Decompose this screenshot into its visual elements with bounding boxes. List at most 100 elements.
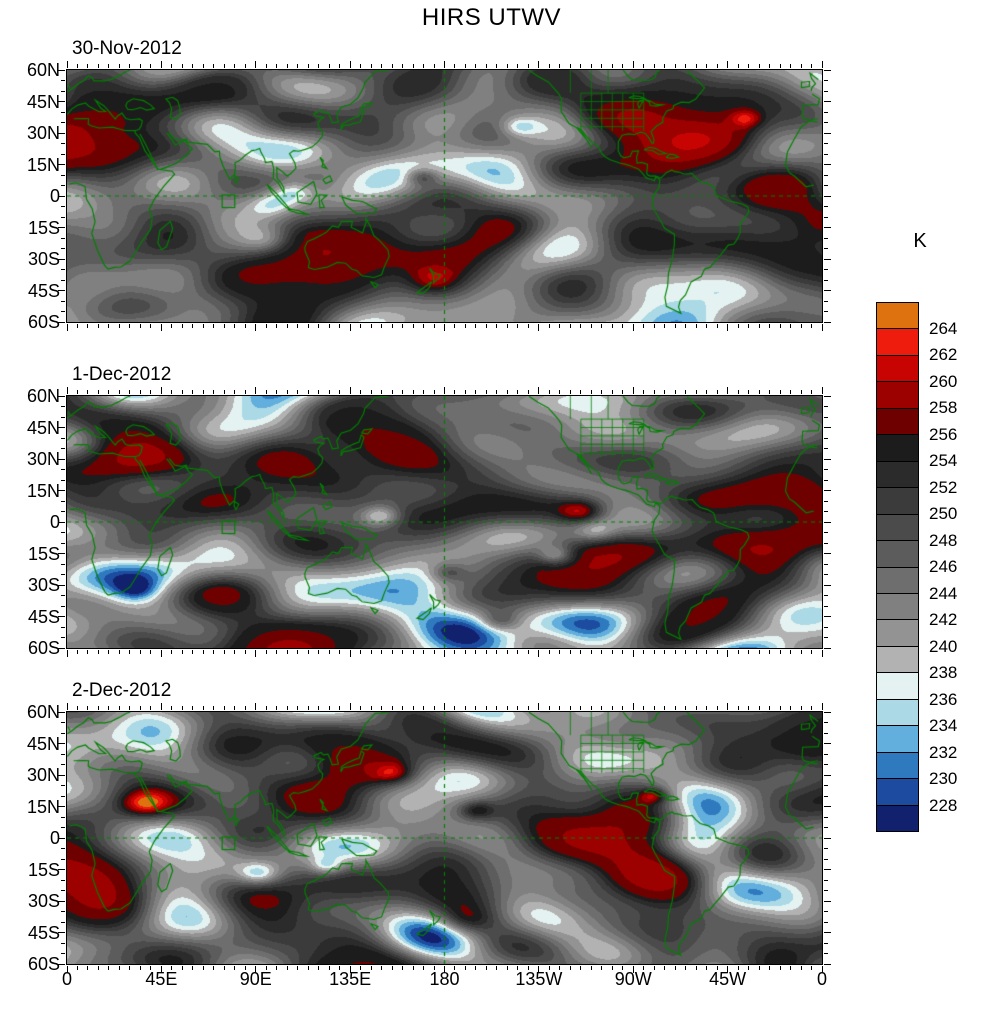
axis-tick bbox=[265, 966, 267, 970]
axis-tick bbox=[695, 650, 697, 654]
axis-tick bbox=[318, 64, 320, 68]
axis-tick bbox=[360, 650, 362, 654]
axis-tick bbox=[824, 921, 828, 923]
axis-tick bbox=[824, 753, 828, 755]
chart-title: HIRS UTWV bbox=[421, 4, 562, 31]
colorbar-box bbox=[877, 487, 918, 514]
axis-tick bbox=[66, 387, 68, 394]
axis-tick bbox=[674, 966, 676, 970]
axis-tick bbox=[255, 650, 257, 657]
axis-tick bbox=[824, 69, 831, 71]
axis-tick bbox=[695, 390, 697, 394]
axis-tick bbox=[758, 966, 760, 970]
lat-tick-label: 45N bbox=[26, 91, 60, 112]
axis-tick bbox=[653, 64, 655, 68]
axis-tick bbox=[790, 706, 792, 710]
colorbar-tick-label: 264 bbox=[929, 318, 958, 338]
axis-tick bbox=[58, 427, 65, 428]
axis-tick bbox=[824, 532, 828, 533]
axis-tick bbox=[538, 703, 540, 710]
colorbar-tick-label: 232 bbox=[929, 742, 958, 762]
axis-tick bbox=[297, 706, 299, 710]
axis-tick bbox=[727, 703, 729, 710]
axis-tick bbox=[643, 650, 645, 654]
axis-tick bbox=[58, 458, 65, 460]
axis-tick bbox=[66, 650, 68, 657]
axis-tick bbox=[58, 711, 65, 713]
axis-tick bbox=[643, 324, 645, 328]
axis-tick bbox=[444, 966, 445, 973]
axis-tick bbox=[622, 390, 624, 394]
axis-tick bbox=[779, 390, 781, 394]
axis-tick bbox=[769, 390, 771, 394]
axis-tick bbox=[737, 706, 739, 710]
axis-tick bbox=[548, 966, 550, 970]
axis-tick bbox=[76, 324, 78, 328]
lon-tick-label: 45E bbox=[145, 969, 178, 989]
axis-tick bbox=[108, 966, 110, 970]
axis-tick bbox=[61, 500, 65, 502]
axis-tick bbox=[150, 390, 152, 394]
axis-tick bbox=[695, 966, 697, 970]
axis-tick bbox=[758, 64, 760, 68]
axis-tick bbox=[559, 650, 561, 654]
axis-tick bbox=[824, 637, 828, 638]
axis-tick bbox=[824, 206, 828, 207]
axis-tick bbox=[244, 966, 246, 970]
axis-tick bbox=[779, 706, 781, 710]
axis-tick bbox=[286, 706, 288, 710]
axis-tick bbox=[349, 324, 351, 331]
axis-tick bbox=[61, 511, 65, 512]
axis-tick bbox=[433, 650, 435, 654]
axis-tick bbox=[496, 64, 498, 68]
axis-tick bbox=[824, 164, 831, 165]
axis-tick bbox=[234, 650, 236, 654]
lon-tick-label: 0 bbox=[61, 969, 72, 989]
axis-tick bbox=[706, 64, 708, 68]
axis-tick bbox=[202, 966, 204, 970]
axis-tick bbox=[349, 61, 351, 68]
axis-tick bbox=[66, 966, 68, 973]
axis-tick bbox=[824, 90, 828, 92]
axis-tick bbox=[58, 69, 65, 71]
lat-tick-label: 45S bbox=[27, 280, 60, 301]
axis-tick bbox=[391, 64, 393, 68]
axis-tick bbox=[433, 966, 435, 970]
axis-tick bbox=[276, 650, 278, 654]
axis-tick bbox=[97, 64, 99, 68]
axis-tick bbox=[716, 390, 718, 394]
axis-tick bbox=[716, 64, 718, 68]
axis-tick bbox=[118, 64, 120, 68]
axis-tick bbox=[129, 966, 131, 970]
colorbar-box bbox=[877, 645, 918, 673]
axis-tick bbox=[61, 206, 65, 207]
axis-tick bbox=[811, 64, 812, 68]
axis-tick bbox=[58, 101, 65, 102]
lon-tick-label: 0 bbox=[816, 969, 827, 989]
axis-tick bbox=[391, 324, 393, 328]
axis-tick bbox=[824, 490, 831, 491]
axis-tick bbox=[265, 650, 267, 654]
axis-tick bbox=[824, 764, 828, 765]
axis-tick bbox=[244, 324, 246, 328]
axis-tick bbox=[485, 966, 487, 970]
axis-tick bbox=[223, 650, 225, 654]
axis-tick bbox=[234, 64, 236, 68]
axis-tick bbox=[307, 706, 309, 710]
axis-tick bbox=[318, 650, 320, 654]
axis-tick bbox=[517, 966, 519, 970]
axis-tick bbox=[108, 706, 110, 710]
axis-tick bbox=[824, 616, 831, 617]
axis-tick bbox=[61, 216, 65, 218]
colorbar-box bbox=[877, 778, 918, 805]
axis-tick bbox=[255, 61, 257, 68]
lon-tick-label: 90E bbox=[239, 969, 272, 989]
axis-tick bbox=[339, 650, 341, 654]
axis-tick bbox=[727, 61, 729, 68]
colorbar-tick-label: 228 bbox=[929, 795, 958, 815]
axis-tick bbox=[601, 64, 603, 68]
colorbar-box bbox=[877, 540, 918, 567]
axis-tick bbox=[61, 795, 65, 797]
axis-tick bbox=[58, 395, 65, 397]
